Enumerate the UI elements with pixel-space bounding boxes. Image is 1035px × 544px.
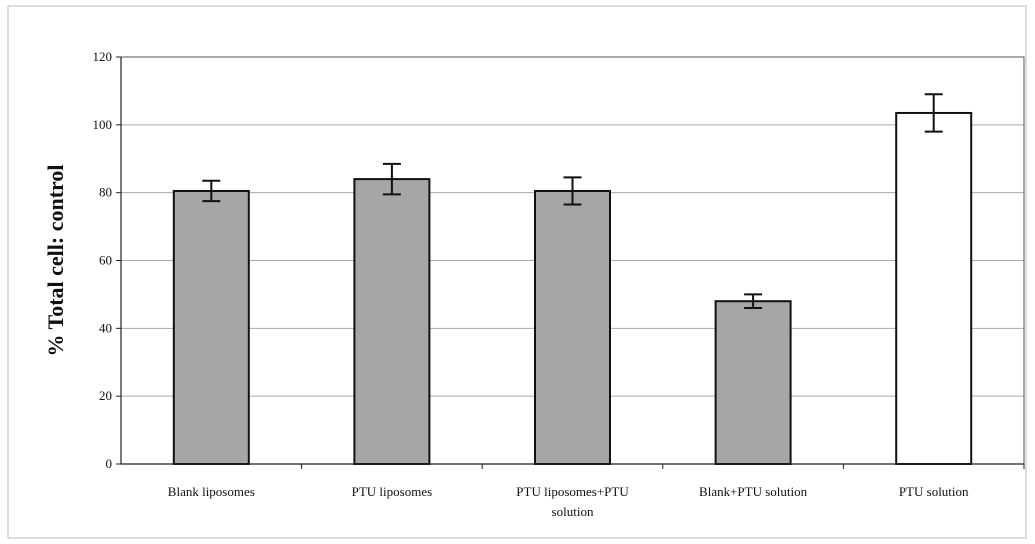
y-tick-label: 100 — [93, 117, 113, 132]
bar — [714, 300, 792, 466]
y-tick-label: 60 — [99, 253, 112, 268]
bar — [895, 111, 973, 466]
x-category-label: Blank+PTU solution — [699, 484, 808, 499]
y-tick-label: 20 — [99, 388, 112, 403]
y-tick-label: 40 — [99, 320, 112, 335]
x-category-label: Blank liposomes — [168, 484, 255, 499]
x-category-label: PTU solution — [899, 484, 969, 499]
y-tick-label: 80 — [99, 185, 112, 200]
x-category-label: PTU liposomes — [352, 484, 433, 499]
chart-frame — [7, 5, 1027, 539]
bar — [353, 178, 431, 465]
axis-layer: 0 20 40 60 80 100 120 Blank liposomes PTU liposo… — [93, 49, 1025, 519]
bar — [534, 189, 611, 466]
bars-layer — [172, 93, 973, 466]
y-axis-title: % Total cell: control — [43, 164, 68, 356]
y-tick-label: 0 — [106, 456, 113, 471]
bar — [172, 189, 250, 466]
y-tick-label: 120 — [93, 49, 113, 64]
x-category-label: PTU liposomes+PTU — [516, 484, 629, 499]
x-category-label: solution — [552, 504, 594, 519]
